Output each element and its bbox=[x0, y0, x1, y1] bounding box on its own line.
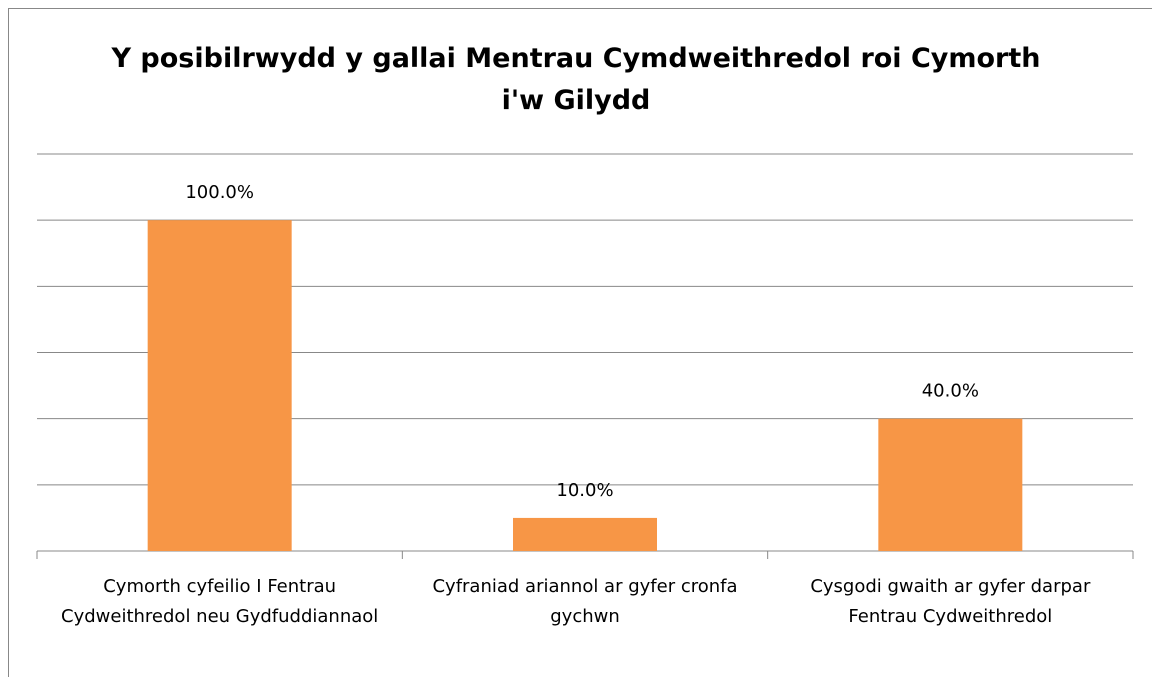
chart-title: Y posibilrwydd y gallai Mentrau Cymdweit… bbox=[111, 43, 1041, 116]
data-label: 40.0% bbox=[922, 381, 979, 402]
bar bbox=[513, 517, 657, 551]
data-label: 100.0% bbox=[185, 182, 254, 203]
chart-border bbox=[8, 8, 1152, 677]
data-label: 10.0% bbox=[556, 480, 613, 501]
x-tick-label: Cysgodi gwaith ar gyfer darpar Fentrau C… bbox=[810, 576, 1091, 627]
bar bbox=[147, 220, 292, 551]
x-tick-label: Cyfraniad ariannol ar gyfer cronfa gychw… bbox=[432, 576, 738, 627]
bar bbox=[878, 418, 1023, 551]
x-tick-label: Cymorth cyfeilio I Fentrau Cydweithredol… bbox=[61, 576, 379, 627]
